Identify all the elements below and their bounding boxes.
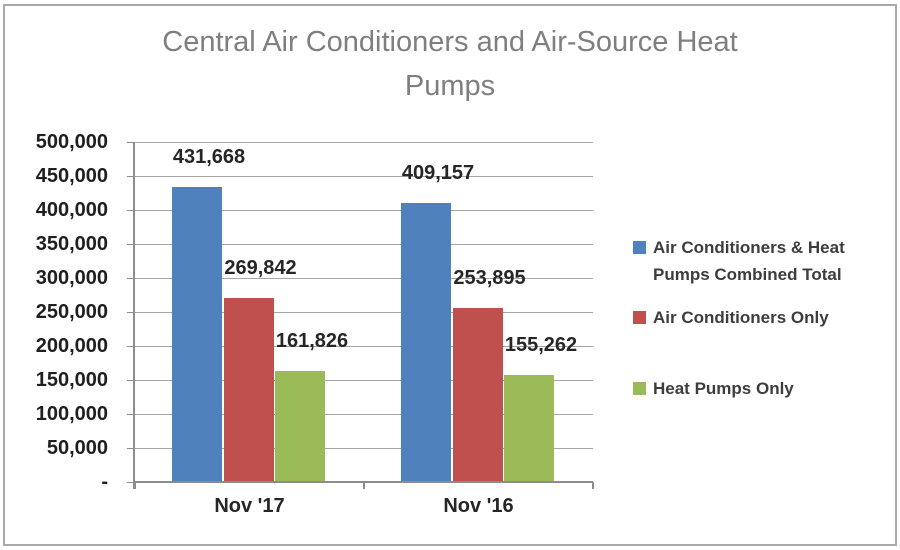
legend-item-air-conditioners-only: Air Conditioners Only — [633, 304, 881, 331]
legend-label: Heat Pumps Only — [653, 379, 794, 398]
gridline — [135, 447, 593, 449]
y-axis-label: 250,000 — [35, 301, 108, 323]
gridline — [135, 141, 593, 143]
y-axis-tick — [127, 175, 135, 177]
y-axis-label: 350,000 — [35, 233, 108, 255]
legend-item-heat-pumps-only: Heat Pumps Only — [633, 375, 881, 402]
gridline — [135, 243, 593, 245]
legend-item-air-conditioners-heat-pumps-combined-total: Air Conditioners & Heat Pumps Combined T… — [633, 234, 881, 288]
chart-title: Central Air Conditioners and Air-Source … — [0, 20, 900, 108]
chart-title-line-2: Pumps — [404, 70, 496, 102]
bar-air-conditioners-only — [223, 298, 274, 481]
y-axis-tick — [127, 447, 135, 449]
y-axis-tick — [127, 277, 135, 279]
y-axis-label: 200,000 — [35, 335, 108, 357]
bar-air-conditioners-heat-pumps-combined-total — [401, 203, 451, 481]
gridline — [135, 209, 593, 211]
y-axis-label: 450,000 — [35, 165, 108, 187]
gridline — [135, 277, 593, 279]
y-axis-tick — [127, 243, 135, 245]
y-axis-label: 400,000 — [35, 199, 108, 221]
bar-heat-pumps-only — [504, 375, 554, 481]
data-label: 253,895 — [453, 267, 526, 289]
x-axis-label: Nov '16 — [443, 495, 514, 517]
x-axis-label: Nov '17 — [214, 495, 285, 517]
gridline — [135, 413, 593, 415]
bar-air-conditioners-heat-pumps-combined-total — [172, 187, 222, 481]
legend-swatch-icon — [633, 382, 646, 395]
plot-area — [127, 141, 594, 489]
x-axis-tick — [363, 482, 365, 489]
y-axis-tick — [127, 413, 135, 415]
y-axis-tick — [127, 209, 135, 211]
y-axis-label: 50,000 — [46, 437, 108, 459]
y-axis-tick — [127, 345, 135, 347]
y-axis-label: 100,000 — [35, 403, 108, 425]
data-label: 431,668 — [172, 146, 246, 168]
y-axis-label: 150,000 — [35, 369, 108, 391]
gridline — [135, 379, 593, 381]
data-label: 409,157 — [401, 162, 475, 184]
bar-air-conditioners-only — [452, 308, 503, 481]
legend: Air Conditioners & Heat Pumps Combined T… — [633, 234, 881, 418]
legend-label: Air Conditioners Only — [653, 308, 829, 327]
data-label: 161,826 — [275, 330, 349, 352]
y-axis-tick — [127, 481, 135, 483]
y-axis-tick — [127, 311, 135, 313]
data-label: 155,262 — [504, 334, 578, 356]
legend-swatch-icon — [633, 241, 646, 254]
data-label: 269,842 — [224, 257, 297, 279]
legend-label: Air Conditioners & Heat Pumps Combined T… — [653, 238, 845, 284]
y-axis-tick — [127, 141, 135, 143]
gridline — [135, 311, 593, 313]
x-axis-tick — [134, 482, 136, 489]
y-axis-line — [133, 142, 135, 489]
gridline — [135, 345, 593, 347]
y-axis-label: 300,000 — [35, 267, 108, 289]
gridline — [135, 175, 593, 177]
legend-swatch-icon — [633, 311, 646, 324]
y-axis-label: 500,000 — [35, 131, 108, 153]
chart-title-line-1: Central Air Conditioners and Air-Source … — [162, 26, 738, 58]
bar-heat-pumps-only — [275, 371, 325, 481]
y-axis-tick — [127, 379, 135, 381]
y-axis-label: - — [101, 471, 108, 493]
x-axis-tick — [592, 482, 594, 489]
